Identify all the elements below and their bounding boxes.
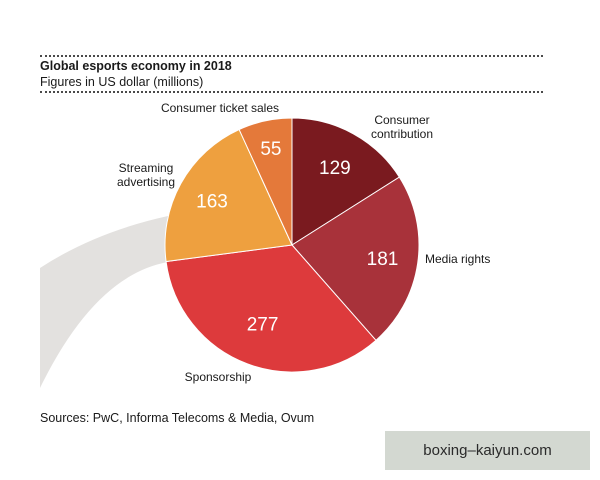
top-dotted-rule xyxy=(40,55,543,57)
category-label-media-rights: Media rights xyxy=(425,252,490,266)
category-label-consumer-contribution: Consumer contribution xyxy=(371,113,433,141)
value-label-consumer-contribution: 129 xyxy=(319,158,351,179)
value-label-consumer-ticket-sales: 55 xyxy=(260,139,281,160)
watermark-badge: boxing–kaiyun.com xyxy=(385,431,590,470)
chart-subtitle: Figures in US dollar (millions) xyxy=(40,75,204,89)
value-label-sponsorship: 277 xyxy=(247,314,279,335)
pie-slice-consumer-ticket-sales xyxy=(238,117,293,246)
category-label-sponsorship: Sponsorship xyxy=(185,370,252,384)
chart-title: Global esports economy in 2018 xyxy=(40,59,232,73)
bottom-dotted-rule xyxy=(40,91,543,93)
value-label-streaming-advertising: 163 xyxy=(196,192,228,213)
category-label-consumer-ticket-sales: Consumer ticket sales xyxy=(161,101,279,115)
value-label-media-rights: 181 xyxy=(367,249,399,270)
pie-slice-sponsorship xyxy=(165,244,377,373)
category-label-streaming-advertising: Streaming advertising xyxy=(117,161,175,189)
source-note: Sources: PwC, Informa Telecoms & Media, … xyxy=(40,411,315,425)
decorative-swoosh xyxy=(40,216,168,388)
pie-slice-consumer-contribution xyxy=(291,117,401,246)
pie-slice-media-rights xyxy=(291,176,420,342)
pie-slice-streaming-advertising xyxy=(164,128,293,263)
